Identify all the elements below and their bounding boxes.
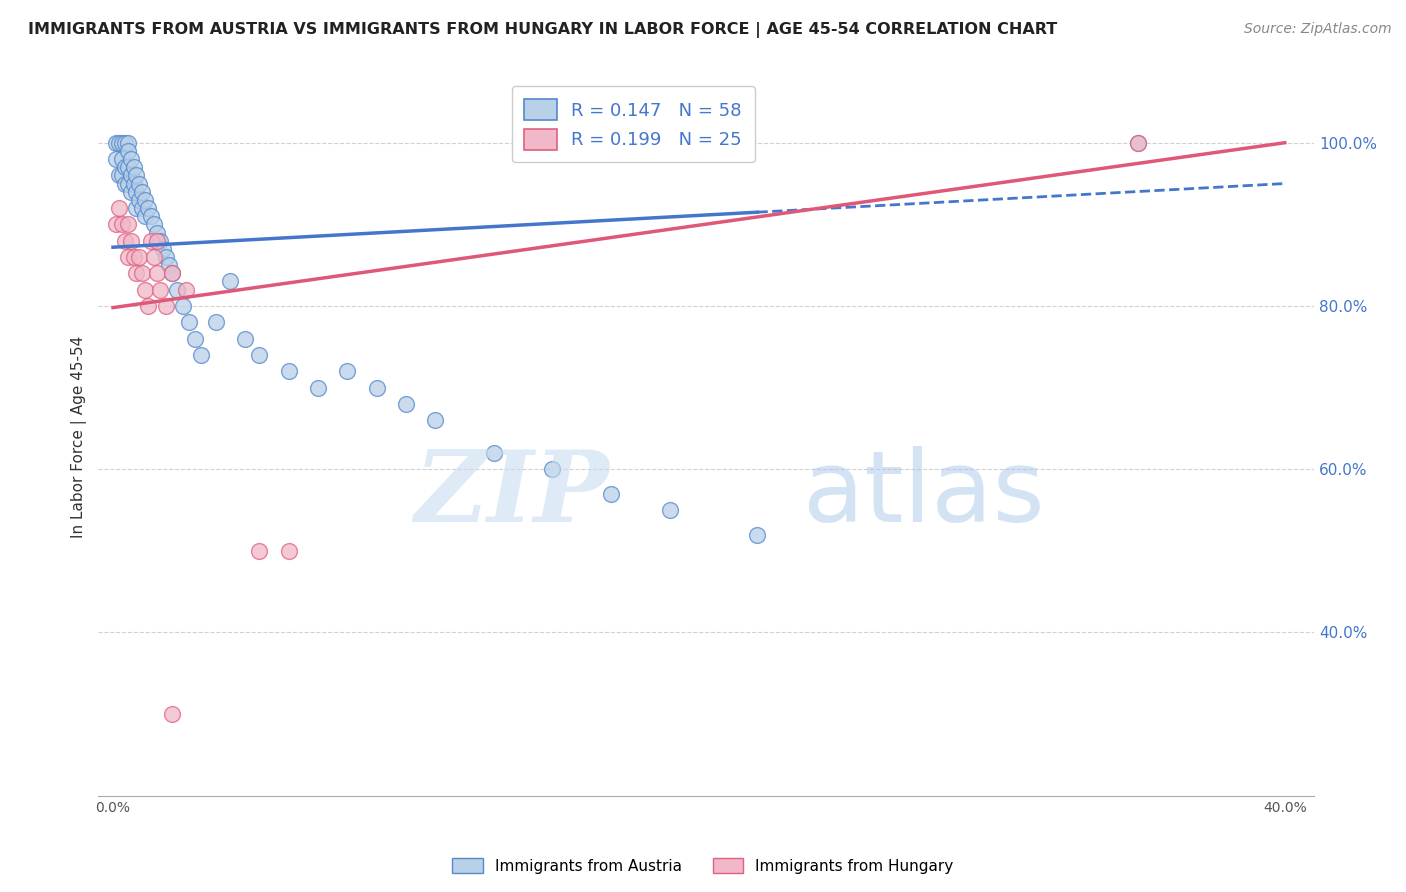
Point [134, 209, 156, 223]
Text: atlas: atlas [803, 445, 1045, 542]
Point [125, 266, 148, 280]
Point [131, 185, 153, 199]
Point [117, 250, 139, 264]
Point [117, 144, 139, 158]
Point [658, 503, 681, 517]
Point [128, 193, 150, 207]
Y-axis label: In Labor Force | Age 45-54: In Labor Force | Age 45-54 [72, 335, 87, 538]
Point [155, 299, 177, 313]
Point [482, 446, 505, 460]
Point [120, 185, 142, 199]
Point [111, 136, 134, 150]
Point [1128, 136, 1150, 150]
Point [128, 250, 150, 264]
Point [179, 315, 201, 329]
Point [128, 177, 150, 191]
Point [114, 177, 136, 191]
Point [139, 209, 162, 223]
Point [249, 544, 271, 558]
Point [122, 250, 145, 264]
Point [104, 218, 127, 232]
Point [139, 234, 162, 248]
Point [125, 185, 148, 199]
Point [146, 234, 169, 248]
Point [336, 364, 359, 378]
Point [120, 234, 142, 248]
Point [160, 266, 183, 280]
Point [136, 299, 159, 313]
Point [146, 226, 169, 240]
Legend: R = 0.147   N = 58, R = 0.199   N = 25: R = 0.147 N = 58, R = 0.199 N = 25 [512, 87, 755, 162]
Text: Source: ZipAtlas.com: Source: ZipAtlas.com [1244, 22, 1392, 37]
Point [277, 364, 299, 378]
Text: ZIP: ZIP [413, 446, 609, 542]
Point [233, 332, 256, 346]
Point [114, 160, 136, 174]
Point [104, 136, 127, 150]
Point [155, 250, 177, 264]
Point [131, 266, 153, 280]
Point [117, 160, 139, 174]
Point [125, 201, 148, 215]
Point [117, 177, 139, 191]
Point [219, 275, 242, 289]
Point [120, 169, 142, 183]
Point [157, 258, 180, 272]
Point [122, 177, 145, 191]
Text: IMMIGRANTS FROM AUSTRIA VS IMMIGRANTS FROM HUNGARY IN LABOR FORCE | AGE 45-54 CO: IMMIGRANTS FROM AUSTRIA VS IMMIGRANTS FR… [28, 22, 1057, 38]
Point [174, 283, 197, 297]
Point [307, 381, 329, 395]
Point [541, 462, 564, 476]
Point [122, 160, 145, 174]
Point [172, 299, 194, 313]
Point [125, 169, 148, 183]
Point [152, 242, 174, 256]
Point [108, 201, 131, 215]
Point [143, 218, 166, 232]
Point [111, 169, 134, 183]
Point [131, 201, 153, 215]
Point [600, 486, 623, 500]
Point [160, 266, 183, 280]
Point [190, 348, 212, 362]
Point [149, 283, 172, 297]
Point [111, 152, 134, 166]
Point [111, 218, 134, 232]
Point [149, 234, 172, 248]
Point [114, 136, 136, 150]
Legend: Immigrants from Austria, Immigrants from Hungary: Immigrants from Austria, Immigrants from… [446, 852, 960, 880]
Point [277, 544, 299, 558]
Point [204, 315, 226, 329]
Point [136, 201, 159, 215]
Point [1128, 136, 1150, 150]
Point [108, 136, 131, 150]
Point [425, 413, 447, 427]
Point [184, 332, 207, 346]
Point [146, 266, 169, 280]
Point [249, 348, 271, 362]
Point [366, 381, 388, 395]
Point [108, 169, 131, 183]
Point [120, 152, 142, 166]
Point [134, 283, 156, 297]
Point [747, 527, 769, 541]
Point [166, 283, 188, 297]
Point [104, 152, 127, 166]
Point [117, 136, 139, 150]
Point [160, 707, 183, 722]
Point [143, 250, 166, 264]
Point [395, 397, 418, 411]
Point [114, 234, 136, 248]
Point [117, 218, 139, 232]
Point [134, 193, 156, 207]
